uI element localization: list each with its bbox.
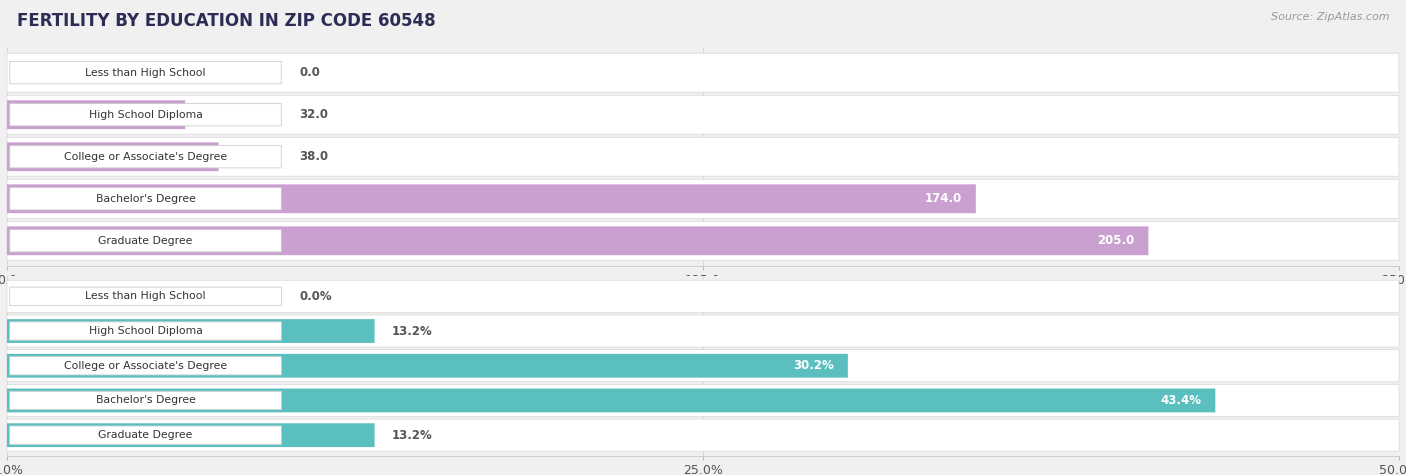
Text: 205.0: 205.0 (1097, 234, 1135, 247)
FancyBboxPatch shape (7, 184, 976, 213)
Text: High School Diploma: High School Diploma (89, 110, 202, 120)
FancyBboxPatch shape (10, 188, 281, 210)
Text: Graduate Degree: Graduate Degree (98, 236, 193, 246)
FancyBboxPatch shape (10, 391, 281, 409)
FancyBboxPatch shape (7, 419, 1399, 451)
FancyBboxPatch shape (7, 319, 374, 343)
Text: College or Associate's Degree: College or Associate's Degree (63, 361, 228, 371)
Text: College or Associate's Degree: College or Associate's Degree (63, 152, 228, 162)
FancyBboxPatch shape (10, 62, 281, 84)
FancyBboxPatch shape (7, 350, 1399, 382)
FancyBboxPatch shape (7, 315, 1399, 347)
Text: 174.0: 174.0 (925, 192, 962, 205)
Text: 0.0: 0.0 (299, 66, 321, 79)
FancyBboxPatch shape (7, 100, 186, 129)
FancyBboxPatch shape (7, 53, 1399, 92)
Text: FERTILITY BY EDUCATION IN ZIP CODE 60548: FERTILITY BY EDUCATION IN ZIP CODE 60548 (17, 12, 436, 30)
FancyBboxPatch shape (7, 280, 1399, 313)
Text: Bachelor's Degree: Bachelor's Degree (96, 194, 195, 204)
FancyBboxPatch shape (10, 229, 281, 252)
Text: 13.2%: 13.2% (391, 324, 432, 338)
FancyBboxPatch shape (7, 221, 1399, 260)
FancyBboxPatch shape (7, 95, 1399, 134)
FancyBboxPatch shape (10, 104, 281, 126)
Text: 32.0: 32.0 (299, 108, 329, 121)
FancyBboxPatch shape (10, 322, 281, 340)
Text: Less than High School: Less than High School (86, 291, 205, 301)
Text: Less than High School: Less than High School (86, 68, 205, 78)
Text: Source: ZipAtlas.com: Source: ZipAtlas.com (1271, 12, 1389, 22)
Text: 13.2%: 13.2% (391, 428, 432, 442)
Text: 38.0: 38.0 (299, 150, 329, 163)
Text: 43.4%: 43.4% (1160, 394, 1201, 407)
Text: Graduate Degree: Graduate Degree (98, 430, 193, 440)
FancyBboxPatch shape (10, 357, 281, 375)
Text: High School Diploma: High School Diploma (89, 326, 202, 336)
FancyBboxPatch shape (7, 389, 1215, 412)
FancyBboxPatch shape (10, 146, 281, 168)
FancyBboxPatch shape (7, 423, 374, 447)
FancyBboxPatch shape (7, 384, 1399, 417)
Text: 30.2%: 30.2% (793, 359, 834, 372)
FancyBboxPatch shape (7, 354, 848, 378)
Text: 0.0%: 0.0% (299, 290, 332, 303)
FancyBboxPatch shape (7, 137, 1399, 176)
FancyBboxPatch shape (10, 426, 281, 445)
FancyBboxPatch shape (7, 142, 218, 171)
Text: Bachelor's Degree: Bachelor's Degree (96, 396, 195, 406)
FancyBboxPatch shape (7, 180, 1399, 218)
FancyBboxPatch shape (10, 287, 281, 305)
FancyBboxPatch shape (7, 227, 1149, 255)
